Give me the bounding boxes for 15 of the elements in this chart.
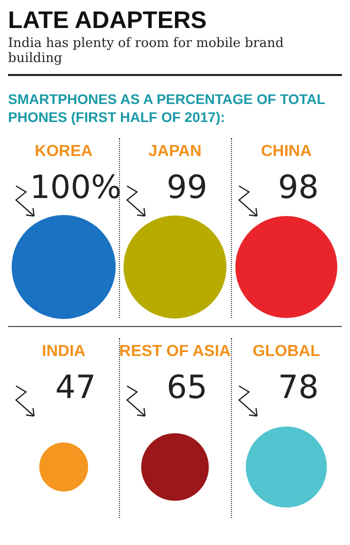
text: India has plenty of room for mobile brand building	[8, 36, 285, 66]
data-label: 99	[166, 168, 208, 206]
data-label: 100%	[30, 168, 122, 206]
category-label: JAPAN	[148, 143, 202, 160]
data-label: 65	[166, 368, 208, 406]
data-label: 47	[55, 368, 96, 406]
category-label: REST OF ASIA	[119, 343, 232, 360]
data-label: 98	[278, 168, 319, 206]
text: LATE ADAPTERS	[8, 7, 208, 34]
category-label: INDIA	[42, 343, 86, 360]
category-label: KOREA	[34, 143, 94, 160]
category-label: CHINA	[260, 143, 312, 160]
data-label: 78	[278, 368, 319, 406]
category-label: GLOBAL	[252, 343, 320, 360]
text: SMARTPHONES AS A PERCENTAGE OF TOTAL PHONES (FIRST HALF OF 2017):	[8, 90, 326, 126]
